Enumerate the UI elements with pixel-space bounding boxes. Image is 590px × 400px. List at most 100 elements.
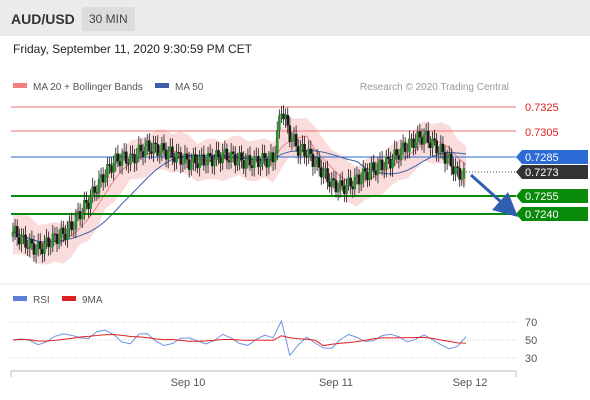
bollinger-band [13, 117, 466, 265]
candle-body [311, 153, 315, 167]
candle-body [372, 162, 376, 171]
candle-body [378, 159, 382, 164]
candle-body [55, 233, 59, 244]
candle-body [324, 168, 327, 171]
candle-body [435, 140, 438, 154]
candle-body [68, 221, 71, 229]
candle-body [267, 159, 271, 168]
candle-body [57, 238, 61, 244]
candle-body [51, 233, 55, 247]
candle-body [213, 159, 216, 167]
candle-body [364, 168, 367, 172]
candle-body [330, 178, 334, 187]
candle-body [101, 174, 105, 183]
candle-body [278, 115, 281, 130]
candle-body [462, 168, 466, 179]
candle-body [254, 156, 258, 158]
x-tick-sep-12: Sep 12 [453, 377, 488, 389]
candle-body [49, 246, 53, 248]
candle-body [131, 153, 134, 155]
candle-body [168, 146, 172, 152]
candle-body [420, 137, 424, 145]
legend-ma50-label: MA 50 [175, 82, 204, 93]
candle-body [380, 159, 384, 171]
candle-body [326, 168, 329, 182]
candle-body [28, 238, 32, 249]
legend-swatch-ma50 [155, 83, 169, 88]
candle-body [374, 170, 378, 175]
candle-body [45, 237, 48, 243]
level-label-0.7285: 0.7285 [525, 152, 559, 164]
candle-body [355, 174, 359, 177]
rsi-9ma-line [12, 334, 467, 347]
candle-body [26, 247, 29, 249]
rsi-line [12, 319, 467, 357]
candle-body [340, 180, 344, 186]
candle-body [357, 174, 361, 185]
candle-body [162, 143, 166, 151]
candle-body [261, 153, 264, 164]
candle-body [30, 238, 34, 244]
candle-body [391, 160, 394, 169]
candle-body [412, 138, 415, 149]
candle-body [437, 152, 441, 154]
candle-body [403, 142, 407, 152]
candle-body [145, 140, 149, 147]
candle-body [200, 154, 204, 158]
candle-body [108, 164, 111, 166]
candle-body [99, 174, 103, 179]
x-tick-sep-11: Sep 11 [319, 377, 353, 389]
candle-body [198, 157, 201, 169]
candle-body [160, 143, 164, 153]
candle-body [127, 163, 130, 165]
candle-body [166, 151, 170, 160]
candle-body [11, 231, 15, 237]
candle-body [338, 180, 342, 190]
candle-body [74, 214, 78, 230]
candle-body [177, 152, 180, 154]
candlestick-series [11, 105, 466, 264]
candle-body [359, 180, 363, 185]
candle-body [345, 184, 348, 194]
candle-body [143, 146, 147, 158]
candle-body [401, 142, 405, 149]
candle-body [223, 148, 227, 153]
candle-body [303, 143, 306, 157]
candle-body [185, 153, 189, 160]
candle-body [80, 213, 84, 220]
candle-body [441, 143, 445, 152]
candle-body [240, 152, 243, 161]
candle-body [204, 164, 208, 166]
timeframe-button[interactable]: 30 MIN [82, 7, 135, 31]
candle-body [299, 146, 302, 156]
candle-body [456, 166, 459, 168]
candle-body [257, 156, 260, 168]
candle-body [296, 146, 300, 156]
candle-body [450, 153, 453, 167]
candle-body [171, 146, 174, 158]
candle-body [187, 159, 191, 170]
candle-body [34, 249, 38, 255]
candle-body [116, 153, 120, 162]
candle-body [181, 163, 185, 165]
candle-body [322, 170, 325, 178]
candle-body [288, 125, 292, 143]
candle-body [225, 148, 229, 161]
candle-body [290, 138, 294, 143]
candle-body [370, 162, 373, 172]
level-label-0.7273: 0.7273 [525, 167, 559, 179]
candle-body [309, 148, 313, 154]
candle-body [148, 140, 151, 152]
candle-body [328, 181, 331, 187]
candle-body [38, 241, 42, 249]
candle-body [152, 142, 155, 154]
candle-body [269, 152, 273, 160]
candle-body [78, 211, 82, 220]
chart-datetime: Friday, September 11, 2020 9:30:59 PM CE… [13, 42, 253, 56]
candle-body [361, 168, 365, 181]
candle-body [110, 165, 113, 173]
candle-body [410, 138, 413, 140]
level-label-0.7255: 0.7255 [525, 191, 559, 203]
candle-body [280, 113, 283, 116]
